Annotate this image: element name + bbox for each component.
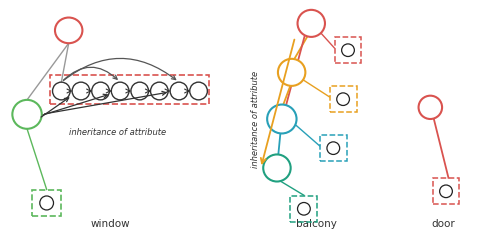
Text: inheritance of attribute: inheritance of attribute <box>252 70 260 168</box>
Ellipse shape <box>55 18 82 43</box>
Text: balcony: balcony <box>296 219 337 229</box>
Ellipse shape <box>150 82 168 100</box>
Ellipse shape <box>92 82 110 100</box>
Ellipse shape <box>342 44 354 56</box>
Text: window: window <box>90 219 130 229</box>
Ellipse shape <box>40 196 54 210</box>
Ellipse shape <box>336 93 349 105</box>
Ellipse shape <box>131 82 148 100</box>
Ellipse shape <box>52 82 70 100</box>
Ellipse shape <box>298 10 325 37</box>
Ellipse shape <box>170 82 188 100</box>
Ellipse shape <box>72 82 90 100</box>
Ellipse shape <box>418 96 442 119</box>
Ellipse shape <box>190 82 208 100</box>
Ellipse shape <box>327 142 340 154</box>
Ellipse shape <box>267 104 296 134</box>
Ellipse shape <box>440 185 452 198</box>
Ellipse shape <box>298 203 310 215</box>
Ellipse shape <box>112 82 129 100</box>
Text: door: door <box>432 219 456 229</box>
Ellipse shape <box>278 59 305 86</box>
Ellipse shape <box>12 100 42 129</box>
Text: inheritance of attribute: inheritance of attribute <box>69 129 166 138</box>
Ellipse shape <box>263 154 290 182</box>
